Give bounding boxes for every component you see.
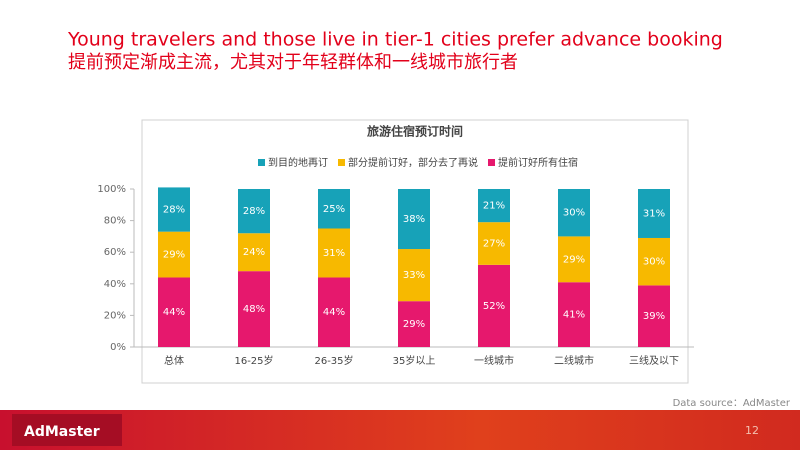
chart-title: 旅游住宿预订时间 <box>367 124 463 139</box>
bar-segment <box>558 189 590 237</box>
value-label: 31% <box>643 208 665 219</box>
value-label: 28% <box>243 206 265 217</box>
value-label: 31% <box>323 248 345 259</box>
bar-segment <box>318 189 350 229</box>
y-tick-label: 60% <box>104 247 126 258</box>
y-tick-label: 20% <box>104 310 126 321</box>
x-tick-label: 35岁以上 <box>393 354 436 367</box>
bar-segment <box>398 301 430 347</box>
value-label: 29% <box>403 319 425 330</box>
footer-band <box>0 410 800 450</box>
y-tick-label: 40% <box>104 279 126 290</box>
page-number: 12 <box>745 424 759 437</box>
bar-segment <box>158 231 190 278</box>
value-label: 44% <box>323 307 345 318</box>
x-tick-label: 三线及以下 <box>629 354 679 367</box>
legend-label: 到目的地再订 <box>268 156 328 169</box>
x-tick-label: 26-35岁 <box>314 354 353 367</box>
bar-segment <box>478 264 510 347</box>
slide-title: Young travelers and those live in tier-1… <box>67 29 723 51</box>
bar-segment <box>398 189 430 250</box>
value-label: 39% <box>643 311 665 322</box>
chart-frame <box>141 119 689 384</box>
value-label: 27% <box>483 239 505 250</box>
bar-segment <box>158 277 190 347</box>
logo: AdMaster <box>24 424 100 440</box>
bar-segment <box>558 236 590 283</box>
bar-segment <box>398 249 430 302</box>
value-label: 41% <box>563 310 585 321</box>
value-label: 48% <box>243 304 265 315</box>
value-label: 38% <box>403 214 425 225</box>
data-source: Data source：AdMaster <box>673 398 791 409</box>
x-tick-label: 16-25岁 <box>234 354 273 367</box>
bar-segment <box>158 187 190 232</box>
bar-segment <box>318 277 350 347</box>
value-label: 30% <box>643 257 665 268</box>
value-label: 24% <box>243 247 265 258</box>
value-label: 52% <box>483 301 505 312</box>
value-label: 25% <box>323 204 345 215</box>
legend-swatch <box>488 159 495 166</box>
plot: 0% 20% 40% 60% 80% 100% 到目的地再订 部分提前订好，部分去了再说 提前订… <box>97 156 694 367</box>
slide-subtitle: 提前预定渐成主流，尤其对于年轻群体和一线城市旅行者 <box>68 52 518 73</box>
value-label: 33% <box>403 270 425 281</box>
x-tick-label: 二线城市 <box>554 354 594 367</box>
y-tick-label: 80% <box>104 216 126 227</box>
x-tick-label: 总体 <box>164 354 184 367</box>
value-label: 29% <box>563 254 585 265</box>
bar-segment <box>238 233 270 272</box>
legend-label: 部分提前订好，部分去了再说 <box>348 156 478 169</box>
value-label: 30% <box>563 208 585 219</box>
legend-label: 提前订好所有住宿 <box>498 156 578 169</box>
bar-segment <box>638 237 670 286</box>
value-label: 29% <box>163 250 185 261</box>
bar-segment <box>638 189 670 238</box>
legend-swatch <box>258 159 265 166</box>
x-tick-label: 一线城市 <box>474 354 514 367</box>
logo-box <box>12 414 122 446</box>
bar-segment <box>558 282 590 347</box>
bar-segment <box>238 189 270 234</box>
bar-segment <box>478 189 510 223</box>
value-label: 21% <box>483 201 505 212</box>
legend-swatch <box>338 159 345 166</box>
y-tick-label: 0% <box>110 342 126 353</box>
value-label: 44% <box>163 307 185 318</box>
y-tick-label: 100% <box>97 184 126 195</box>
value-label: 28% <box>163 205 185 216</box>
bar-segment <box>318 228 350 278</box>
bar-segment <box>478 222 510 265</box>
bar-segment <box>238 271 270 347</box>
bar-segment <box>638 285 670 347</box>
